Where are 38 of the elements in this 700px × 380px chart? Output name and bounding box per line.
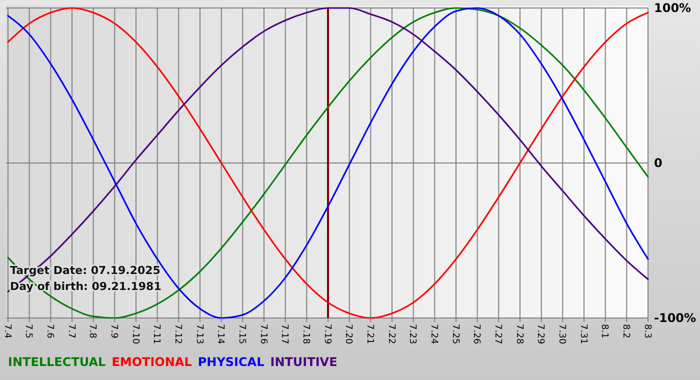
- x-tick-label: 8.3: [642, 324, 652, 338]
- x-tick-label: 7.23: [407, 324, 418, 344]
- x-tick-label: 7.31: [578, 324, 588, 344]
- x-tick-label: 7.14: [215, 324, 226, 344]
- y-tick-label: 100%: [654, 1, 692, 16]
- text: EMOTIONAL: [112, 355, 192, 369]
- x-tick-label: 7.24: [428, 324, 439, 344]
- x-tick-label: 7.18: [300, 324, 311, 344]
- x-tick-label: 7.16: [258, 324, 268, 344]
- x-tick-label: 7.9: [108, 324, 119, 339]
- text: INTUITIVE: [270, 355, 338, 369]
- x-tick-label: 7.27: [492, 324, 503, 344]
- x-tick-label: 7.22: [386, 324, 396, 344]
- x-tick-label: 7.5: [23, 324, 34, 338]
- x-tick-label: 7.25: [450, 324, 460, 344]
- y-tick-label: 0: [654, 156, 662, 170]
- x-tick-label: 7.21: [364, 324, 375, 344]
- y-tick-label: -100%: [654, 311, 696, 326]
- x-tick-label: 8.2: [620, 324, 631, 338]
- text: PHYSICAL: [198, 355, 265, 369]
- x-tick-label: 7.10: [130, 324, 140, 344]
- x-tick-label: 7.12: [172, 324, 183, 344]
- x-tick-label: 7.7: [66, 324, 76, 338]
- x-tick-label: 7.15: [236, 324, 247, 344]
- x-tick-label: 7.29: [535, 324, 546, 344]
- x-tick-label: 7.8: [87, 324, 98, 339]
- x-tick-label: 7.30: [556, 324, 567, 344]
- x-tick-label: 7.19: [322, 324, 332, 344]
- x-tick-label: 7.6: [44, 324, 55, 339]
- x-tick-label: 7.11: [151, 324, 162, 344]
- x-tick-label: 7.13: [194, 324, 204, 344]
- x-tick-label: 8.1: [599, 324, 610, 338]
- x-tick-label: 7.17: [279, 324, 290, 344]
- x-tick-label: 7.4: [2, 324, 12, 339]
- x-tick-label: 7.26: [471, 324, 482, 344]
- text: INTELLECTUAL: [8, 355, 106, 369]
- x-tick-label: 7.20: [343, 324, 354, 344]
- x-tick-label: 7.28: [514, 324, 524, 344]
